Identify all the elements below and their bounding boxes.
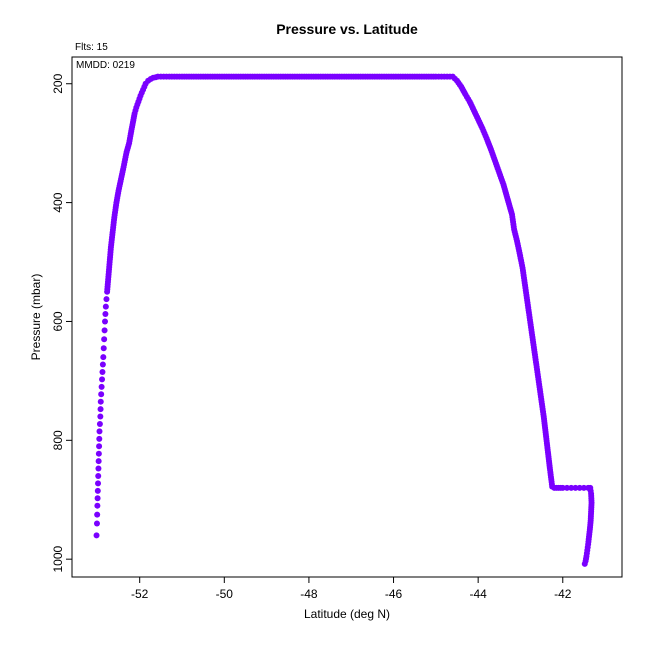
data-point-6 (95, 480, 102, 487)
y-axis-label: Pressure (mbar) (29, 274, 43, 361)
data-point-30 (103, 296, 110, 303)
data-point-24 (100, 345, 107, 352)
x-axis: -52 -50 -48 -46 -44 -42 (131, 577, 572, 601)
data-point-27 (102, 318, 108, 325)
data-point-3 (94, 502, 101, 509)
data-point-461 (581, 560, 588, 567)
data-point-16 (97, 406, 104, 413)
data-point-28 (102, 311, 109, 318)
x-tick-label-5: -42 (554, 587, 572, 601)
data-point-13 (96, 428, 103, 435)
data-point-8 (95, 465, 102, 472)
data-point-10 (95, 450, 102, 457)
data-point-0 (93, 532, 100, 539)
y-tick-label-2: 600 (51, 311, 65, 331)
x-tick-label-0: -52 (131, 587, 149, 601)
data-points (93, 73, 595, 567)
data-point-29 (102, 303, 109, 310)
data-point-424 (564, 484, 570, 491)
y-tick-label-1: 400 (51, 192, 65, 212)
y-tick-label-4: 1000 (51, 546, 65, 573)
x-tick-label-1: -50 (216, 587, 234, 601)
data-point-423 (559, 484, 566, 491)
flights-annotation: Flts: 15 (75, 42, 108, 53)
x-axis-label: Latitude (deg N) (304, 607, 390, 621)
data-point-19 (98, 383, 105, 390)
data-point-426 (572, 484, 579, 491)
date-annotation: MMDD: 0219 (76, 60, 135, 71)
data-point-9 (95, 458, 102, 465)
data-point-20 (99, 376, 106, 383)
data-point-21 (99, 368, 106, 375)
chart-title: Pressure vs. Latitude (276, 21, 418, 37)
x-tick-label-4: -44 (469, 587, 487, 601)
data-point-11 (96, 443, 103, 450)
data-point-5 (94, 487, 101, 494)
data-point-22 (99, 361, 106, 368)
data-point-428 (580, 484, 587, 491)
data-point-18 (98, 391, 105, 398)
data-point-15 (97, 413, 104, 420)
y-tick-label-3: 800 (51, 430, 65, 450)
data-point-17 (97, 398, 104, 405)
plot-frame (71, 56, 623, 578)
data-point-23 (100, 354, 107, 361)
data-point-2 (94, 511, 101, 518)
y-tick-label-0: 200 (51, 73, 65, 93)
data-point-14 (96, 420, 103, 427)
data-point-1 (93, 520, 100, 527)
x-tick-label-2: -48 (300, 587, 318, 601)
y-axis: 200 400 600 800 1000 (51, 73, 72, 573)
data-point-427 (576, 484, 583, 491)
data-point-4 (94, 495, 101, 502)
data-point-25 (101, 336, 108, 343)
data-point-7 (95, 472, 102, 479)
x-tick-label-3: -46 (385, 587, 403, 601)
data-point-12 (96, 435, 103, 442)
data-point-26 (101, 327, 108, 334)
data-point-425 (568, 484, 575, 491)
